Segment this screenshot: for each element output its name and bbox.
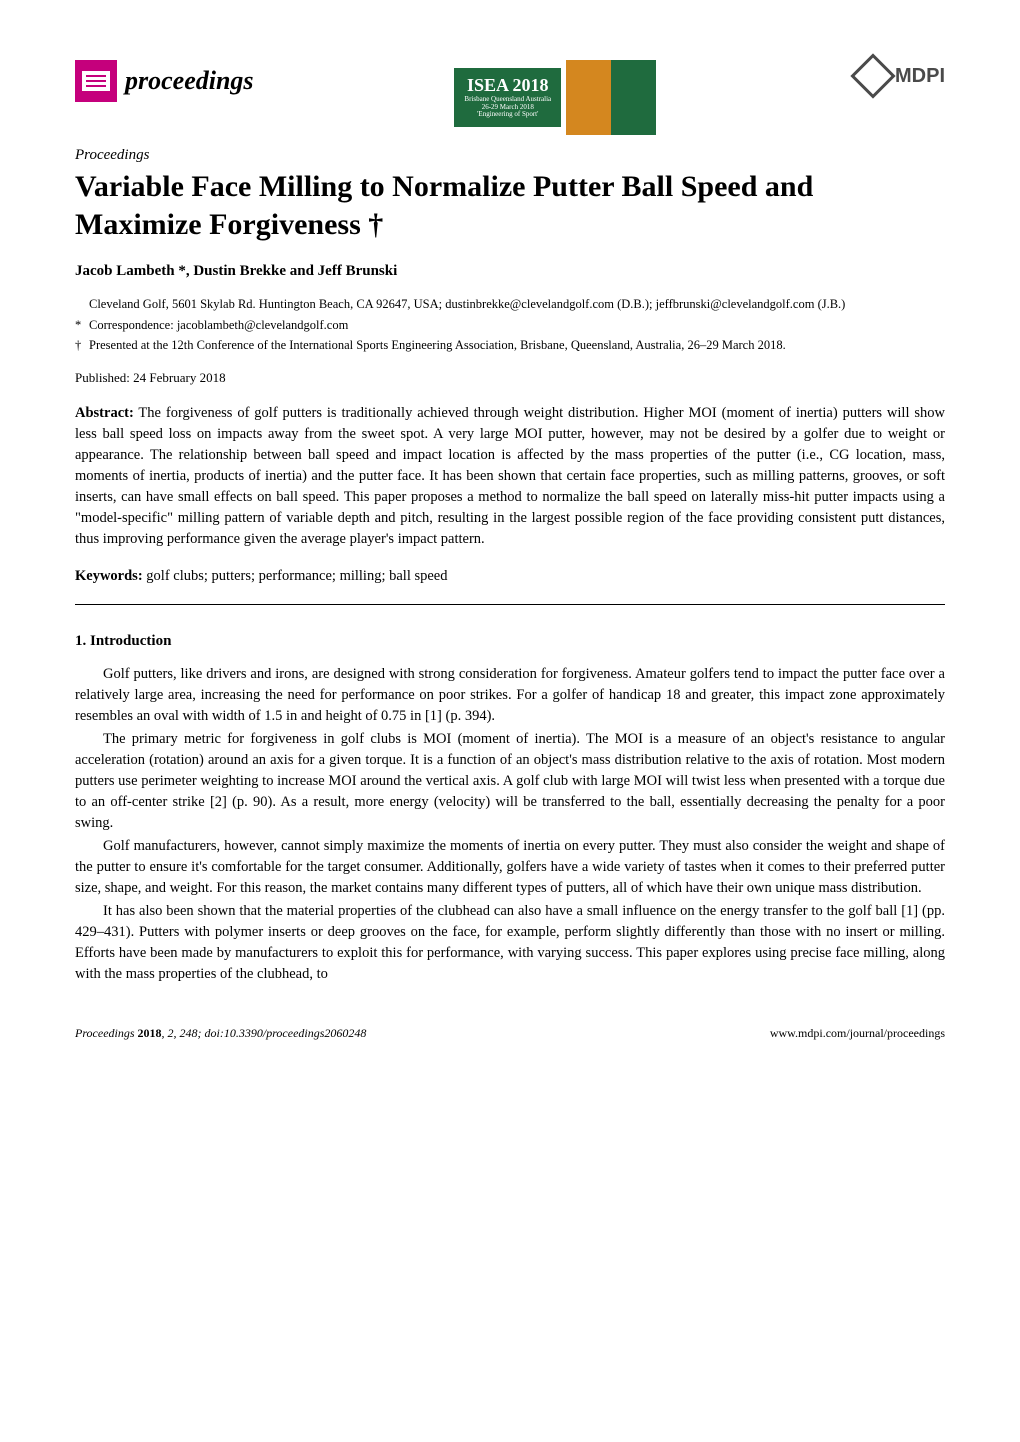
divider bbox=[75, 604, 945, 605]
footer: Proceedings 2018, 2, 248; doi:10.3390/pr… bbox=[75, 1025, 945, 1042]
proceedings-label: Proceedings bbox=[75, 145, 945, 166]
footer-journal: Proceedings bbox=[75, 1026, 138, 1040]
published-date: Published: 24 February 2018 bbox=[75, 369, 945, 387]
isea-logo-text: ISEA 2018 Brisbane Queensland Australia … bbox=[454, 68, 561, 127]
paragraph-1: Golf putters, like drivers and irons, ar… bbox=[75, 664, 945, 727]
presented-marker: † bbox=[75, 337, 89, 355]
proceedings-logo: proceedings bbox=[75, 60, 254, 102]
footer-doi: , 2, 248; doi:10.3390/proceedings2060248 bbox=[162, 1026, 367, 1040]
proceedings-logo-text: proceedings bbox=[125, 63, 254, 99]
keywords-text: golf clubs; putters; performance; millin… bbox=[143, 568, 448, 584]
proceedings-logo-icon bbox=[75, 60, 117, 102]
keywords-label: Keywords: bbox=[75, 568, 143, 584]
abstract-text: The forgiveness of golf putters is tradi… bbox=[75, 405, 945, 547]
paragraph-4: It has also been shown that the material… bbox=[75, 901, 945, 985]
abstract: Abstract: The forgiveness of golf putter… bbox=[75, 403, 945, 550]
abstract-label: Abstract: bbox=[75, 405, 134, 421]
paragraph-3: Golf manufacturers, however, cannot simp… bbox=[75, 836, 945, 899]
footer-left: Proceedings 2018, 2, 248; doi:10.3390/pr… bbox=[75, 1025, 366, 1042]
presented-text: Presented at the 12th Conference of the … bbox=[89, 337, 786, 355]
mdpi-logo-icon bbox=[850, 53, 895, 98]
correspondence-marker: * bbox=[75, 317, 89, 335]
correspondence-text: Correspondence: jacoblambeth@clevelandgo… bbox=[89, 317, 348, 335]
paragraph-2: The primary metric for forgiveness in go… bbox=[75, 729, 945, 834]
section-1-heading: 1. Introduction bbox=[75, 631, 945, 652]
affiliation: Cleveland Golf, 5601 Skylab Rd. Huntingt… bbox=[75, 296, 945, 314]
isea-sub3: 'Engineering of Sport' bbox=[464, 111, 551, 119]
header-logos: proceedings ISEA 2018 Brisbane Queenslan… bbox=[75, 60, 945, 135]
paper-title: Variable Face Milling to Normalize Putte… bbox=[75, 168, 945, 243]
mdpi-logo: MDPI bbox=[857, 60, 945, 92]
correspondence: * Correspondence: jacoblambeth@cleveland… bbox=[75, 317, 945, 335]
isea-main-text: ISEA 2018 bbox=[467, 75, 549, 95]
presented-at: † Presented at the 12th Conference of th… bbox=[75, 337, 945, 355]
footer-year: 2018 bbox=[138, 1026, 162, 1040]
footer-right: www.mdpi.com/journal/proceedings bbox=[770, 1025, 945, 1042]
authors: Jacob Lambeth *, Dustin Brekke and Jeff … bbox=[75, 261, 945, 282]
isea-logo: ISEA 2018 Brisbane Queensland Australia … bbox=[454, 60, 656, 135]
isea-figure-icon bbox=[566, 60, 656, 135]
keywords: Keywords: golf clubs; putters; performan… bbox=[75, 566, 945, 586]
mdpi-logo-text: MDPI bbox=[895, 62, 945, 90]
